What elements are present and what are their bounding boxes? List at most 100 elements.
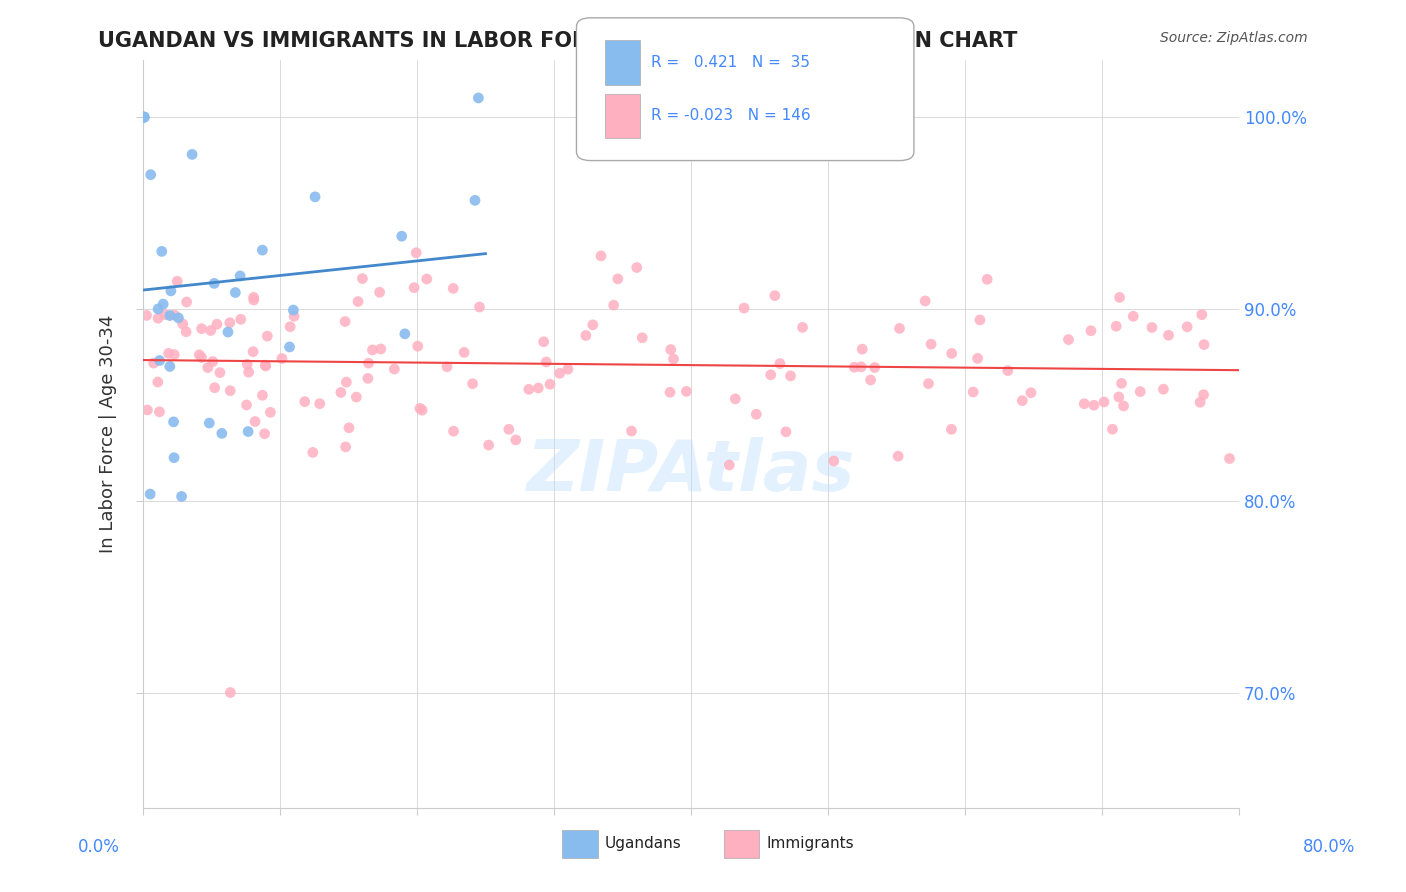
Point <box>548 366 571 380</box>
Point <box>1057 333 1080 347</box>
Point <box>278 340 301 354</box>
Point <box>851 342 873 356</box>
Point <box>304 190 326 204</box>
Point <box>259 405 281 419</box>
Point <box>132 110 155 124</box>
Text: 80.0%: 80.0% <box>1302 838 1355 856</box>
Point <box>1140 320 1163 334</box>
Point <box>1189 395 1212 409</box>
Point <box>149 353 172 368</box>
Point <box>769 357 792 371</box>
Point <box>150 244 173 259</box>
Point <box>1019 385 1042 400</box>
Point <box>1192 387 1215 401</box>
Point <box>453 345 475 359</box>
Point <box>962 384 984 399</box>
Point <box>1122 310 1144 324</box>
Point <box>468 300 491 314</box>
Point <box>941 346 963 360</box>
Point <box>163 450 186 465</box>
Point <box>1101 422 1123 436</box>
Point <box>467 91 489 105</box>
Point <box>969 313 991 327</box>
Point <box>329 385 352 400</box>
Point <box>1111 376 1133 391</box>
Point <box>132 110 155 124</box>
Point <box>159 359 181 374</box>
Point <box>582 318 605 332</box>
Point <box>1092 395 1115 409</box>
Y-axis label: In Labor Force | Age 30-34: In Labor Force | Age 30-34 <box>100 314 117 553</box>
Point <box>406 339 429 353</box>
Point <box>302 445 325 459</box>
Point <box>662 352 685 367</box>
Point <box>534 355 557 369</box>
Point <box>229 312 252 326</box>
Point <box>172 317 194 331</box>
Point <box>163 348 186 362</box>
Point <box>409 401 432 416</box>
Point <box>236 425 259 439</box>
Point <box>242 344 264 359</box>
Point <box>132 110 155 124</box>
Point <box>148 405 170 419</box>
Point <box>394 326 416 341</box>
Text: R = -0.023   N = 146: R = -0.023 N = 146 <box>651 109 811 123</box>
Point <box>271 351 294 366</box>
Point <box>162 415 184 429</box>
Point <box>218 316 240 330</box>
Point <box>631 331 654 345</box>
Point <box>405 245 427 260</box>
Point <box>278 319 301 334</box>
Point <box>849 359 872 374</box>
Point <box>416 272 439 286</box>
Point <box>620 424 643 438</box>
Point <box>1080 324 1102 338</box>
Point <box>1108 290 1130 304</box>
Point <box>1105 319 1128 334</box>
Point <box>333 314 356 328</box>
Point <box>132 110 155 124</box>
Point <box>887 449 910 463</box>
Point <box>505 433 527 447</box>
Point <box>859 373 882 387</box>
Point <box>478 438 501 452</box>
Point <box>135 309 157 323</box>
Text: Immigrants: Immigrants <box>766 837 853 851</box>
Point <box>337 421 360 435</box>
Point <box>997 363 1019 377</box>
Point <box>941 422 963 436</box>
Point <box>217 325 239 339</box>
Point <box>464 194 486 208</box>
Point <box>1175 319 1198 334</box>
Point <box>733 301 755 315</box>
Point <box>256 329 278 343</box>
Point <box>357 356 380 370</box>
Point <box>914 293 936 308</box>
Point <box>163 308 186 322</box>
Point <box>889 321 911 335</box>
Point <box>211 426 233 441</box>
Text: 0.0%: 0.0% <box>77 838 120 856</box>
Point <box>844 360 866 375</box>
Point <box>152 297 174 311</box>
Point <box>157 346 180 360</box>
Point <box>159 309 181 323</box>
Point <box>200 323 222 337</box>
Point <box>775 425 797 439</box>
Point <box>139 487 162 501</box>
Point <box>201 354 224 368</box>
Point <box>589 249 612 263</box>
Point <box>361 343 384 357</box>
Point <box>198 416 221 430</box>
Point <box>139 168 162 182</box>
Point <box>391 229 413 244</box>
Point <box>779 368 801 383</box>
Point <box>170 490 193 504</box>
Point <box>188 348 211 362</box>
Point <box>823 454 845 468</box>
Point <box>976 272 998 286</box>
Point <box>283 303 305 318</box>
Point <box>205 317 228 331</box>
Point <box>166 274 188 288</box>
